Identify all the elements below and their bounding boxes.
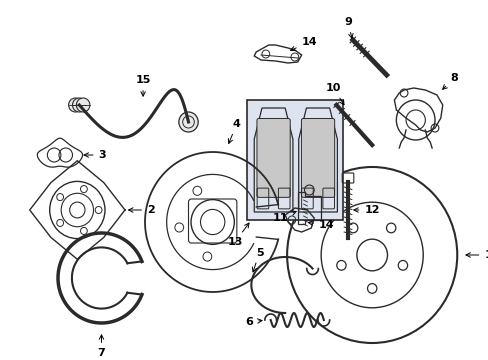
Text: 15: 15 (135, 75, 150, 96)
Text: 3: 3 (84, 150, 106, 160)
Text: 11: 11 (272, 211, 296, 223)
Text: 8: 8 (442, 73, 457, 89)
Text: 9: 9 (344, 17, 352, 38)
Text: 13: 13 (227, 223, 248, 247)
Text: 5: 5 (252, 248, 263, 272)
Text: 14: 14 (290, 37, 317, 51)
Text: 4: 4 (228, 119, 240, 143)
FancyBboxPatch shape (301, 118, 334, 197)
Text: 12: 12 (353, 205, 379, 215)
Text: 10: 10 (325, 83, 344, 105)
Circle shape (68, 98, 82, 112)
Text: 1: 1 (465, 250, 488, 260)
Text: 7: 7 (98, 335, 105, 358)
Text: 6: 6 (245, 317, 262, 327)
FancyBboxPatch shape (246, 100, 343, 220)
Circle shape (72, 98, 86, 112)
Text: 14: 14 (308, 220, 334, 230)
Text: 2: 2 (128, 205, 154, 215)
Circle shape (183, 116, 194, 128)
Circle shape (76, 98, 90, 112)
Circle shape (179, 112, 198, 132)
FancyBboxPatch shape (256, 118, 289, 197)
